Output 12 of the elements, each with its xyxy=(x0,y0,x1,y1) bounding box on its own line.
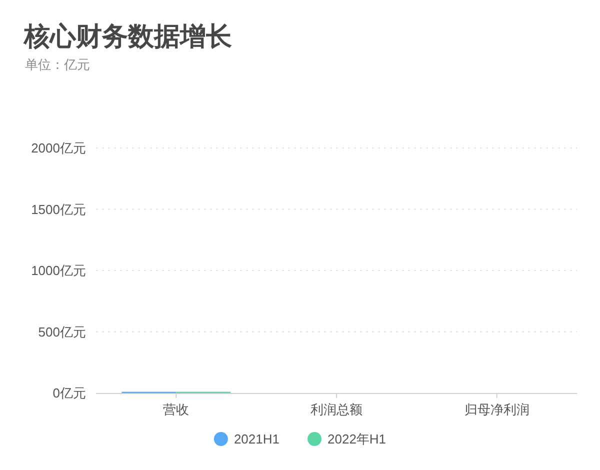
x-tick-label: 归母净利润 xyxy=(464,402,530,417)
legend-label: 2022年H1 xyxy=(328,432,386,446)
y-tick-label: 1000亿元 xyxy=(31,263,86,278)
y-tick-label: 2000亿元 xyxy=(31,140,86,156)
legend-label: 2021H1 xyxy=(234,432,280,446)
y-tick-label: 0亿元 xyxy=(52,386,86,400)
x-tick-label: 利润总额 xyxy=(310,402,362,417)
chart-title: 核心财务数据增长 xyxy=(23,21,232,51)
y-tick-label: 500亿元 xyxy=(38,324,86,340)
x-tick-label: 营收 xyxy=(163,402,190,417)
chart-subtitle: 单位：亿元 xyxy=(25,57,90,72)
y-tick-label: 1500亿元 xyxy=(31,202,86,217)
